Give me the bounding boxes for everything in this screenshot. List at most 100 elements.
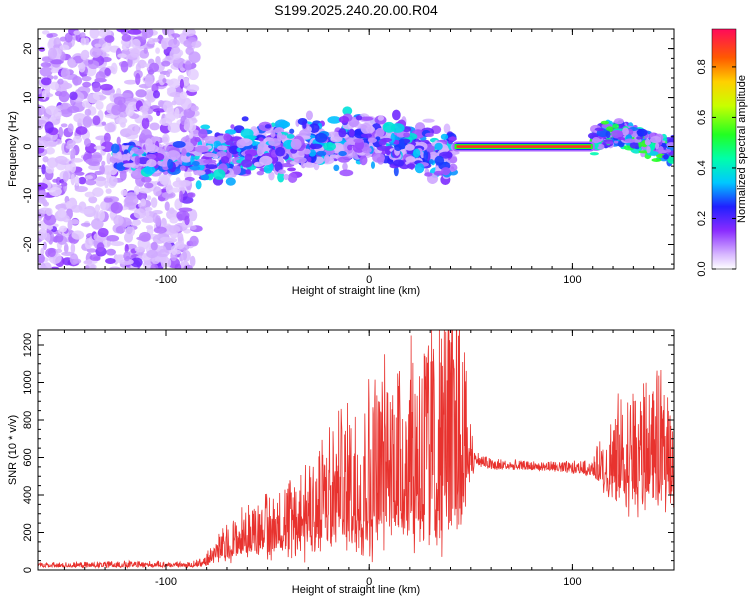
- heat-cell: [315, 132, 328, 143]
- heat-cell: [67, 123, 74, 133]
- heat-cell: [104, 35, 115, 43]
- heat-cell: [191, 40, 202, 48]
- x-tick-label: 100: [563, 576, 581, 588]
- heat-cell: [447, 140, 453, 145]
- heat-cell: [146, 195, 152, 201]
- heat-cell: [157, 99, 165, 108]
- heat-cell: [113, 214, 124, 226]
- heat-cell: [145, 144, 159, 153]
- heat-cell: [74, 176, 80, 187]
- heat-cell: [205, 164, 218, 170]
- heat-cell: [144, 206, 153, 212]
- heat-cell: [611, 129, 624, 139]
- heat-cell: [160, 255, 167, 268]
- heat-cell: [110, 143, 120, 154]
- heat-cell: [91, 152, 103, 164]
- heat-cell: [80, 50, 88, 61]
- heat-cell: [134, 155, 140, 166]
- heat-cell: [181, 250, 191, 262]
- heat-cell: [187, 192, 196, 198]
- heat-cell: [189, 165, 201, 171]
- heat-cell: [614, 118, 624, 125]
- heat-cell: [330, 136, 343, 143]
- heat-cell: [187, 68, 199, 81]
- heat-cell: [428, 159, 434, 165]
- heat-cell: [103, 197, 113, 203]
- heat-cell: [120, 189, 128, 197]
- heat-cell: [179, 91, 188, 100]
- heat-cell: [167, 122, 182, 133]
- heat-cell: [60, 67, 71, 80]
- heat-cell: [644, 138, 651, 146]
- heat-cell: [223, 133, 231, 142]
- heat-cell: [422, 118, 435, 123]
- heat-cell: [54, 155, 68, 164]
- colorbar-tick-label: 0.4: [696, 160, 708, 175]
- heat-cell: [69, 253, 79, 265]
- heat-cell: [393, 166, 399, 177]
- heat-cell: [84, 265, 90, 269]
- colorbar-tick-label: 0.0: [696, 261, 708, 276]
- heat-cell: [172, 180, 187, 188]
- y-tick-label: 1200: [22, 333, 34, 357]
- heat-cell: [79, 208, 94, 214]
- heat-cell: [184, 118, 190, 130]
- colorbar: 0.0 0.2 0.4 0.6 0.8 Normalized spectral ampl…: [696, 28, 748, 277]
- heat-cell: [59, 44, 70, 51]
- tone-core: [456, 145, 591, 148]
- heat-cell: [135, 89, 147, 98]
- heat-cell: [162, 100, 174, 113]
- heat-cell: [605, 130, 611, 139]
- heat-cell: [124, 79, 138, 85]
- heat-cell: [278, 169, 286, 175]
- heat-cell: [323, 154, 330, 164]
- heat-cell: [663, 154, 669, 160]
- heat-cell: [149, 122, 160, 131]
- heat-cell: [70, 219, 80, 225]
- heat-cell: [115, 116, 128, 125]
- heat-cell: [143, 165, 156, 175]
- heat-cell: [194, 136, 201, 143]
- heat-cell: [86, 248, 97, 253]
- heat-cell: [171, 245, 178, 256]
- heat-cell: [105, 188, 112, 194]
- heat-cell: [140, 198, 147, 207]
- heat-cell: [125, 226, 136, 237]
- heat-cell: [89, 254, 101, 261]
- heat-cell: [156, 110, 161, 117]
- heat-cell: [83, 138, 91, 147]
- heat-cell: [59, 225, 68, 233]
- heat-cell: [57, 78, 64, 85]
- heat-cell: [145, 225, 154, 230]
- heat-cell: [57, 207, 67, 219]
- heat-cell: [225, 177, 236, 186]
- heat-cell: [152, 234, 166, 244]
- heat-cell: [181, 148, 187, 157]
- heat-cell: [60, 103, 69, 110]
- heat-cell: [189, 235, 199, 247]
- heat-cell: [179, 190, 184, 203]
- spectrogram-heatmap: [38, 29, 674, 269]
- heat-cell: [293, 156, 307, 164]
- heat-cell: [613, 140, 619, 144]
- heat-cell: [236, 139, 246, 149]
- y-tick-label: 20: [22, 42, 34, 54]
- heat-cell: [150, 241, 158, 251]
- heat-cell: [150, 263, 159, 269]
- heat-cell: [109, 266, 121, 269]
- heat-cell: [84, 238, 93, 250]
- heat-cell: [186, 84, 200, 93]
- heat-cell: [47, 225, 53, 230]
- heat-cell: [649, 136, 662, 144]
- heat-cell: [605, 141, 614, 145]
- heat-cell: [278, 120, 291, 128]
- y-tick-label: 800: [22, 411, 34, 429]
- heat-cell: [106, 152, 112, 165]
- spectrogram-frame: [37, 28, 675, 270]
- heat-cell: [280, 134, 286, 140]
- heat-cell: [39, 66, 53, 77]
- heat-cell: [270, 129, 276, 138]
- heat-cell: [47, 141, 58, 147]
- heat-cell: [105, 258, 116, 265]
